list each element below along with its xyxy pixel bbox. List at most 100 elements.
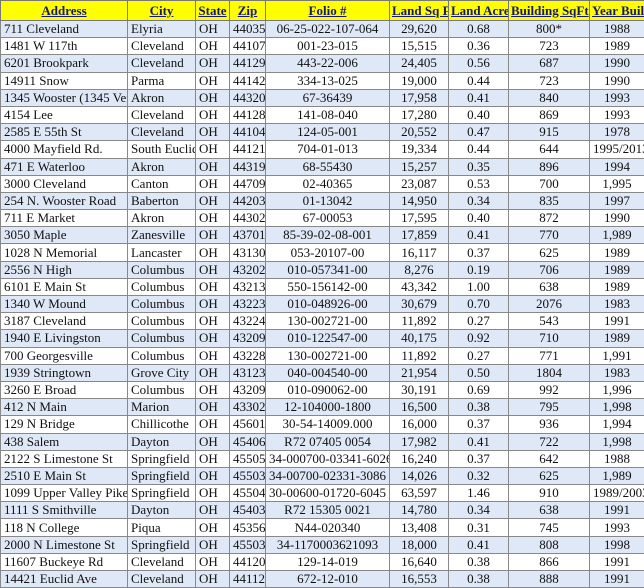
cell-year-built[interactable]: 1,996 [589,380,644,400]
cell-city[interactable]: Canton [127,174,196,193]
cell-state[interactable]: OH [195,484,230,503]
cell-city[interactable]: Akron [127,88,196,107]
cell-year-built[interactable]: 1,995 [589,174,644,193]
cell-folio[interactable]: R72 07405 0054 [265,432,390,451]
cell-zip[interactable]: 44035 [229,19,266,39]
cell-zip[interactable]: 44120 [229,552,266,572]
cell-state[interactable]: OH [195,209,230,228]
cell-land-acre[interactable]: 1.00 [448,277,509,297]
cell-state[interactable]: OH [195,226,230,245]
cell-city[interactable]: Springfield [127,466,196,486]
cell-state[interactable]: OH [195,329,230,348]
cell-year-built[interactable]: 1978 [589,123,644,142]
cell-building-sqft[interactable]: 840 [508,88,590,107]
cell-zip[interactable]: 43223 [229,294,266,314]
cell-year-built[interactable]: 1,989 [589,226,644,245]
cell-city[interactable]: Baberton [127,191,196,211]
cell-building-sqft[interactable]: 915 [508,123,590,142]
cell-building-sqft[interactable]: 638 [508,277,590,297]
cell-city[interactable]: Parma [127,71,196,90]
cell-folio[interactable]: 30-54-14009.000 [265,415,390,434]
cell-address[interactable]: 711 Cleveland [0,19,128,39]
cell-land-sqft[interactable]: 14,950 [389,191,449,211]
cell-land-sqft[interactable]: 16,000 [389,415,449,434]
cell-land-acre[interactable]: 0.44 [448,140,509,159]
cell-building-sqft[interactable]: 795 [508,398,590,417]
cell-zip[interactable]: 45601 [229,415,266,434]
cell-state[interactable]: OH [195,552,230,572]
cell-land-sqft[interactable]: 23,087 [389,174,449,193]
cell-state[interactable]: OH [195,71,230,90]
cell-land-sqft[interactable]: 11,892 [389,346,449,365]
cell-state[interactable]: OH [195,363,230,382]
cell-zip[interactable]: 43213 [229,277,266,297]
cell-land-acre[interactable]: 0.37 [448,449,509,468]
cell-city[interactable]: Dayton [127,432,196,451]
cell-folio[interactable]: 67-36439 [265,88,390,107]
cell-building-sqft[interactable]: 642 [508,449,590,468]
cell-zip[interactable]: 43130 [229,243,266,262]
cell-land-acre[interactable]: 0.47 [448,123,509,142]
cell-zip[interactable]: 44112 [229,569,266,588]
cell-land-acre[interactable]: 0.37 [448,243,509,262]
cell-year-built[interactable]: 1990 [589,71,644,90]
cell-year-built[interactable]: 1988 [589,449,644,468]
cell-land-sqft[interactable]: 30,679 [389,294,449,314]
cell-state[interactable]: OH [195,518,230,537]
cell-folio[interactable]: R72 15305 0021 [265,501,390,520]
cell-state[interactable]: OH [195,105,230,125]
cell-address[interactable]: 2510 E Main St [0,466,128,486]
cell-building-sqft[interactable]: 835 [508,191,590,211]
cell-state[interactable]: OH [195,140,230,159]
cell-land-acre[interactable]: 0.19 [448,260,509,279]
cell-folio[interactable]: 040-004540-00 [265,363,390,382]
cell-address[interactable]: 6201 Brookpark [0,54,128,73]
column-header-city[interactable]: City [127,0,196,21]
cell-year-built[interactable]: 1990 [589,54,644,73]
cell-year-built[interactable]: 1988 [589,19,644,39]
cell-folio[interactable]: 443-22-006 [265,54,390,73]
cell-address[interactable]: 1940 E Livingston [0,329,128,348]
column-header-zip[interactable]: Zip [229,0,266,21]
cell-year-built[interactable]: 1,998 [589,398,644,417]
cell-state[interactable]: OH [195,415,230,434]
cell-land-sqft[interactable]: 20,552 [389,123,449,142]
cell-zip[interactable]: 43123 [229,363,266,382]
cell-zip[interactable]: 43209 [229,329,266,348]
cell-state[interactable]: OH [195,449,230,468]
cell-land-sqft[interactable]: 16,553 [389,569,449,588]
cell-city[interactable]: Columbus [127,294,196,314]
cell-address[interactable]: 700 Georgesville [0,346,128,365]
cell-building-sqft[interactable]: 625 [508,466,590,486]
cell-land-sqft[interactable]: 14,780 [389,501,449,520]
cell-address[interactable]: 1340 W Mound [0,294,128,314]
cell-year-built[interactable]: 1989 [589,329,644,348]
cell-city[interactable]: Cleveland [127,552,196,572]
cell-land-sqft[interactable]: 63,597 [389,484,449,503]
cell-folio[interactable]: 01-13042 [265,191,390,211]
cell-land-sqft[interactable]: 17,982 [389,432,449,451]
cell-building-sqft[interactable]: 910 [508,484,590,503]
cell-folio[interactable]: 129-14-019 [265,552,390,572]
column-header-year-built[interactable]: Year Built [589,0,644,21]
cell-city[interactable]: Cleveland [127,37,196,56]
cell-zip[interactable]: 43228 [229,346,266,365]
cell-zip[interactable]: 44129 [229,54,266,73]
column-header-land-sqft[interactable]: Land Sq Ft [389,0,449,21]
cell-land-acre[interactable]: 1.46 [448,484,509,503]
cell-year-built[interactable]: 1993 [589,105,644,125]
cell-city[interactable]: Columbus [127,380,196,400]
cell-land-acre[interactable]: 0.27 [448,346,509,365]
cell-state[interactable]: OH [195,37,230,56]
cell-land-acre[interactable]: 0.37 [448,415,509,434]
cell-address[interactable]: 1345 Wooster (1345 Vern [0,88,128,107]
cell-land-sqft[interactable]: 17,595 [389,209,449,228]
cell-address[interactable]: 1099 Upper Valley Pike [0,484,128,503]
cell-building-sqft[interactable]: 700 [508,174,590,193]
cell-folio[interactable]: 010-057341-00 [265,260,390,279]
cell-land-sqft[interactable]: 16,240 [389,449,449,468]
cell-year-built[interactable]: 1989/2003 [589,484,644,503]
cell-land-acre[interactable]: 0.69 [448,380,509,400]
cell-year-built[interactable]: 1983 [589,294,644,314]
cell-zip[interactable]: 43202 [229,260,266,279]
